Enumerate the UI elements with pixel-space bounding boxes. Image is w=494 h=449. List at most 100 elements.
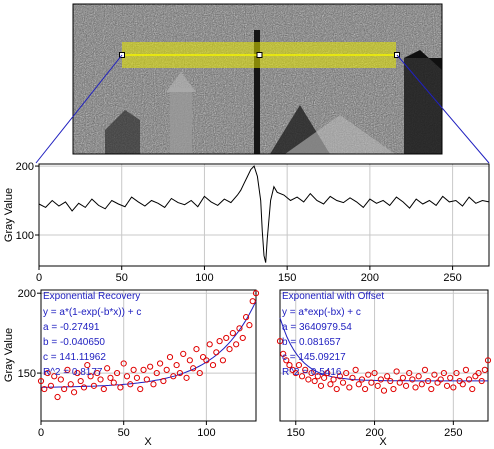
data-point xyxy=(37,377,45,385)
data-point xyxy=(421,366,429,373)
data-point xyxy=(280,350,287,358)
offset-data-points xyxy=(276,338,492,394)
data-point xyxy=(349,374,356,381)
data-point xyxy=(199,353,207,361)
x-tick-label: 0 xyxy=(38,427,44,439)
data-point xyxy=(481,366,488,373)
data-point xyxy=(327,381,334,388)
data-point xyxy=(462,366,470,373)
x-tick-label: 150 xyxy=(278,272,296,284)
data-point xyxy=(283,357,290,364)
data-point xyxy=(456,377,463,385)
offset-fit-line-5: R^2 = 0.5416 xyxy=(282,367,342,378)
y-tick-label: 200 xyxy=(16,161,34,173)
data-point xyxy=(406,369,413,377)
line-handle-mid[interactable] xyxy=(256,52,263,58)
data-point xyxy=(140,366,147,373)
x-tick-label: 50 xyxy=(118,427,130,439)
data-point xyxy=(437,376,444,383)
data-point xyxy=(143,376,150,383)
data-point xyxy=(236,325,243,332)
data-point xyxy=(292,369,299,377)
data-point xyxy=(246,322,253,329)
data-point xyxy=(289,366,296,373)
x-tick-label: 0 xyxy=(36,272,42,284)
data-point xyxy=(110,379,117,386)
data-point xyxy=(447,374,454,381)
offset-x-axis-label: X xyxy=(379,436,387,448)
data-point xyxy=(428,385,435,393)
profile-x-ticks: 0 50 100 150 200 250 xyxy=(36,266,462,284)
data-point xyxy=(166,353,174,361)
data-point xyxy=(242,314,250,321)
offset-fit-line-1: y = a*exp(-bx) + c xyxy=(282,307,361,318)
recovery-frame xyxy=(40,289,257,422)
recovery-fit-line-3: b = -0.040650 xyxy=(43,337,105,348)
data-point xyxy=(226,346,233,353)
data-point xyxy=(305,376,312,383)
recovery-fit-plot: 0 50 100 150 200 Exponential Recovery y = a… xyxy=(3,288,260,448)
zoom-connector-left xyxy=(35,54,123,164)
data-point xyxy=(173,361,180,369)
data-point xyxy=(100,385,107,393)
data-point xyxy=(74,369,81,377)
offset-fit-line-3: b = 0.081657 xyxy=(282,337,341,348)
data-point xyxy=(384,373,391,380)
recovery-y-axis-label: Gray Value xyxy=(3,328,15,382)
image-panel xyxy=(35,3,490,164)
data-point xyxy=(90,382,98,389)
data-point xyxy=(147,363,154,370)
data-point xyxy=(431,371,438,378)
profile-y-axis-label: Gray Value xyxy=(3,188,15,242)
data-point xyxy=(54,393,61,401)
data-point xyxy=(104,365,111,372)
data-point xyxy=(276,338,284,345)
data-point xyxy=(249,298,256,305)
data-point xyxy=(213,349,220,356)
data-point xyxy=(70,389,78,396)
data-point xyxy=(298,373,306,380)
y-tick-label: 100 xyxy=(16,230,34,242)
data-point xyxy=(153,369,160,377)
data-point xyxy=(412,384,419,391)
profile-frame xyxy=(38,163,490,267)
data-point xyxy=(113,369,121,377)
data-point xyxy=(87,373,94,380)
data-point xyxy=(107,374,114,381)
offset-fit-curve xyxy=(279,317,488,382)
x-tick-label: 250 xyxy=(443,272,461,284)
data-point xyxy=(377,376,384,383)
data-point xyxy=(150,381,157,388)
data-point xyxy=(94,369,101,377)
offset-frame xyxy=(279,289,489,422)
data-point xyxy=(170,373,177,380)
data-point xyxy=(387,377,394,385)
data-point xyxy=(233,341,240,348)
data-point xyxy=(64,366,71,373)
data-point xyxy=(355,381,362,388)
data-point xyxy=(252,290,260,297)
profile-y-ticks: 100 200 xyxy=(16,161,39,242)
data-point xyxy=(434,379,441,386)
profile-grid xyxy=(38,164,489,266)
data-point xyxy=(160,377,167,385)
data-point xyxy=(133,374,141,381)
data-point xyxy=(193,346,200,353)
data-point xyxy=(418,381,425,388)
data-point xyxy=(453,369,460,377)
data-point xyxy=(196,369,203,377)
data-point xyxy=(67,381,74,388)
data-point xyxy=(176,369,184,377)
data-point xyxy=(478,377,485,385)
data-point xyxy=(402,382,410,389)
data-point xyxy=(380,387,388,394)
y-tick-label: 150 xyxy=(18,368,36,380)
recovery-x-ticks: 0 50 100 xyxy=(38,421,216,439)
data-point xyxy=(57,376,64,383)
data-point xyxy=(308,369,315,377)
data-point xyxy=(203,357,210,364)
data-point xyxy=(390,385,397,393)
data-point xyxy=(374,382,381,389)
recovery-x-axis-label: X xyxy=(144,436,152,448)
